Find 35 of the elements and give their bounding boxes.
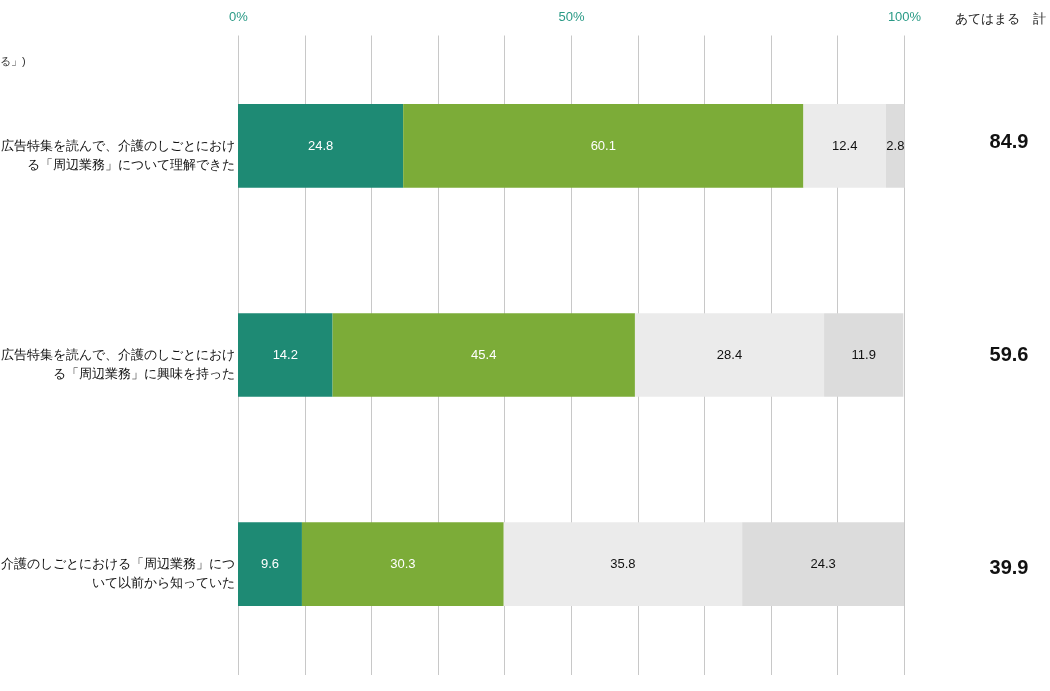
x-tick-label: 0% xyxy=(229,8,249,24)
bar xyxy=(886,104,905,188)
bar xyxy=(824,313,904,397)
bar xyxy=(503,522,743,606)
y-tick-label: 介護のしごとにおける「周辺業務」について以前から知っていた xyxy=(0,557,235,591)
data-label: 60.1 xyxy=(590,137,616,153)
data-label: 24.8 xyxy=(307,137,334,153)
text: 59.6 xyxy=(989,343,1029,365)
bar xyxy=(403,104,804,188)
text: 39.9 xyxy=(989,556,1029,579)
bar xyxy=(634,313,825,397)
data-label: 35.8 xyxy=(610,556,636,572)
data-label: 45.4 xyxy=(471,347,497,362)
bar xyxy=(238,522,302,606)
data-label: 9.6 xyxy=(260,556,280,572)
data-label: 2.8 xyxy=(886,137,905,153)
data-label: 30.3 xyxy=(390,556,416,572)
text: あてはまる 計 xyxy=(955,10,1046,28)
data-label: 11.9 xyxy=(851,347,876,362)
data-label: 24.3 xyxy=(810,556,836,572)
x-tick-label: 50% xyxy=(558,8,585,24)
text: 84.9 xyxy=(989,129,1029,152)
x-tick-label: 100% xyxy=(887,8,922,24)
bar xyxy=(301,522,504,606)
bar xyxy=(238,313,333,397)
data-label: 14.2 xyxy=(272,347,298,362)
text: る」) xyxy=(0,54,26,69)
bar xyxy=(742,522,904,606)
bar xyxy=(238,104,404,188)
data-label: 12.4 xyxy=(832,137,858,153)
bar xyxy=(803,104,887,188)
bar xyxy=(332,313,635,397)
y-tick-label: 広告特集を読んで、介護のしごとにおける「周辺業務」に興味を持った xyxy=(0,347,235,381)
y-tick-label: 広告特集を読んで、介護のしごとにおける「周辺業務」について理解できた xyxy=(0,137,235,172)
data-label: 28.4 xyxy=(716,347,743,362)
